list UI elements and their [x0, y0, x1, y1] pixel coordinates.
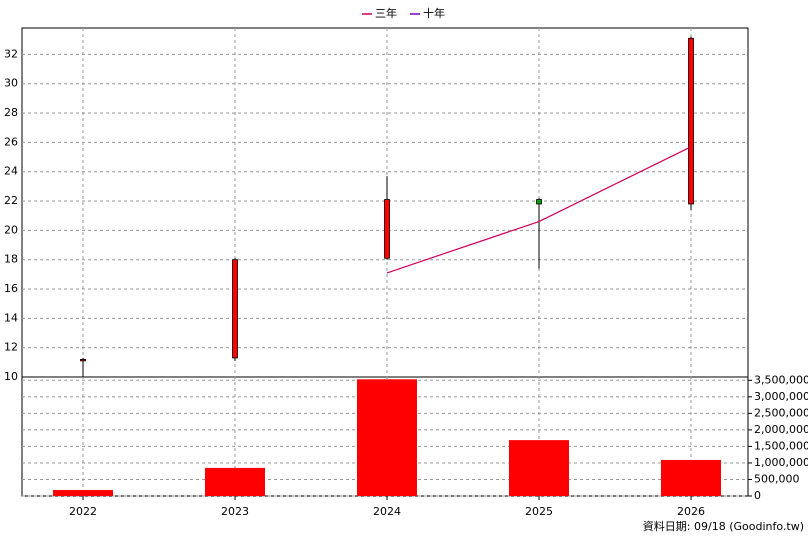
volume-bar: [661, 459, 721, 496]
volume-bar: [205, 467, 265, 496]
y2-tick-label: 3,000,000: [754, 390, 808, 403]
y-tick-label: 18: [4, 253, 18, 266]
x-tick-label: 2024: [373, 505, 401, 518]
x-tick-label: 2022: [69, 505, 97, 518]
y2-tick-label: 2,500,000: [754, 406, 808, 419]
y-tick-label: 20: [4, 223, 18, 236]
x-tick-label: 2025: [525, 505, 553, 518]
y-tick-label: 10: [4, 370, 18, 383]
y-tick-label: 14: [4, 311, 18, 324]
candle-body: [80, 359, 86, 362]
y2-tick-label: 500,000: [754, 472, 800, 485]
y2-tick-label: 0: [754, 489, 761, 502]
y-tick-label: 28: [4, 106, 18, 119]
candle-body: [688, 37, 694, 205]
y-tick-label: 32: [4, 47, 18, 60]
candle-body: [384, 199, 390, 259]
x-tick-label: 2026: [677, 505, 705, 518]
y-tick-label: 24: [4, 165, 18, 178]
volume-bar: [53, 490, 113, 496]
y2-tick-label: 3,500,000: [754, 373, 808, 386]
candle-body: [232, 259, 238, 359]
legend-label: 十年: [423, 6, 445, 20]
y2-tick-label: 1,000,000: [754, 456, 808, 469]
legend-label: 三年: [375, 6, 397, 20]
volume-bar: [509, 440, 569, 496]
y-tick-label: 30: [4, 77, 18, 90]
y2-tick-label: 2,000,000: [754, 423, 808, 436]
candle-body: [536, 199, 542, 205]
volume-bar: [357, 379, 417, 496]
y-tick-label: 16: [4, 282, 18, 295]
source-note: 資料日期: 09/18 (Goodinfo.tw): [643, 519, 804, 533]
y-tick-label: 26: [4, 135, 18, 148]
y-tick-label: 12: [4, 341, 18, 354]
line-series: [386, 146, 692, 274]
y-tick-label: 22: [4, 194, 18, 207]
y2-tick-label: 1,500,000: [754, 439, 808, 452]
x-tick-label: 2023: [221, 505, 249, 518]
